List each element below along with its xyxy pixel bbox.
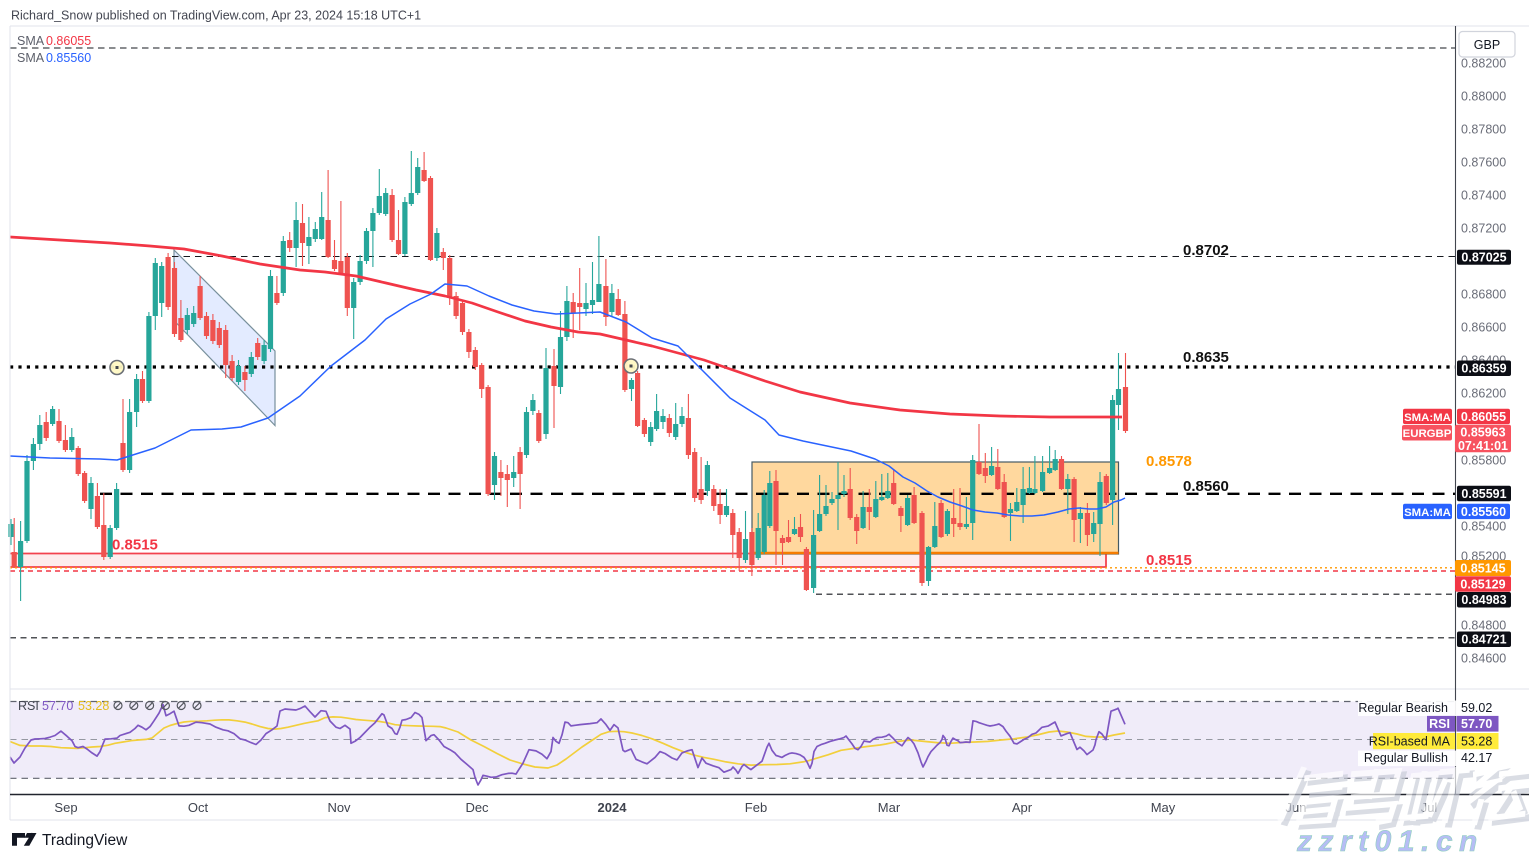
svg-text:0.87600: 0.87600: [1461, 156, 1506, 170]
svg-text:0.88000: 0.88000: [1461, 90, 1506, 104]
svg-text:0.86359: 0.86359: [1461, 362, 1506, 376]
svg-text:GBP: GBP: [1474, 38, 1500, 52]
svg-text:0.85560: 0.85560: [1461, 505, 1506, 519]
svg-text:0.8515: 0.8515: [1146, 552, 1192, 569]
svg-text:TradingView: TradingView: [42, 832, 128, 849]
svg-text:SMA:MA: SMA:MA: [1404, 412, 1451, 424]
svg-text:Regular Bullish: Regular Bullish: [1364, 751, 1448, 765]
svg-text:0.88200: 0.88200: [1461, 57, 1506, 71]
svg-text:2024: 2024: [598, 800, 628, 815]
svg-text:RSI: RSI: [1429, 717, 1450, 731]
svg-text:0.86055: 0.86055: [1461, 410, 1506, 424]
svg-text:Apr: Apr: [1012, 800, 1033, 815]
svg-text:57.70: 57.70: [1461, 717, 1492, 731]
svg-text:59.02: 59.02: [1461, 701, 1492, 715]
svg-text:0.8635: 0.8635: [1183, 349, 1229, 366]
svg-text:0.8578: 0.8578: [1146, 453, 1192, 470]
svg-text:RSI-based MA: RSI-based MA: [1369, 734, 1451, 748]
svg-text:0.86200: 0.86200: [1461, 387, 1506, 401]
svg-text:Sep: Sep: [54, 800, 77, 815]
svg-text:0.86600: 0.86600: [1461, 321, 1506, 335]
svg-text:0.87800: 0.87800: [1461, 123, 1506, 137]
svg-text:53.28: 53.28: [78, 699, 109, 713]
svg-text:0.87025: 0.87025: [1461, 251, 1506, 265]
svg-text:RSI: RSI: [18, 699, 39, 713]
svg-text:0.84983: 0.84983: [1461, 593, 1506, 607]
svg-text:42.17: 42.17: [1461, 751, 1492, 765]
svg-text:Oct: Oct: [188, 800, 209, 815]
svg-text:0.87200: 0.87200: [1461, 222, 1506, 236]
svg-text:0.85963: 0.85963: [1460, 426, 1505, 440]
svg-text:Feb: Feb: [745, 800, 767, 815]
svg-text:SMA: SMA: [17, 34, 45, 48]
svg-text:0.84600: 0.84600: [1461, 652, 1506, 666]
svg-text:Richard_Snow published on Trad: Richard_Snow published on TradingView.co…: [11, 9, 421, 23]
svg-text:57.70: 57.70: [42, 699, 73, 713]
svg-text:Mar: Mar: [878, 800, 901, 815]
svg-text:Regular Bearish: Regular Bearish: [1358, 701, 1448, 715]
svg-text:0.84721: 0.84721: [1461, 633, 1506, 647]
svg-text:SMA: SMA: [17, 51, 45, 65]
svg-text:0.85400: 0.85400: [1461, 520, 1506, 534]
svg-text:May: May: [1151, 800, 1176, 815]
svg-text:0.8560: 0.8560: [1183, 478, 1229, 495]
svg-text:0.86800: 0.86800: [1461, 288, 1506, 302]
svg-text:Dec: Dec: [465, 800, 489, 815]
svg-text:0.86055: 0.86055: [46, 34, 91, 48]
svg-text:zzrt01.cn: zzrt01.cn: [1296, 825, 1484, 857]
svg-text:0.87400: 0.87400: [1461, 189, 1506, 203]
svg-text:0.85800: 0.85800: [1461, 454, 1506, 468]
svg-text:53.28: 53.28: [1461, 734, 1492, 748]
svg-text:0.85145: 0.85145: [1460, 561, 1505, 575]
svg-text:0.85560: 0.85560: [46, 51, 91, 65]
svg-text:0.85591: 0.85591: [1461, 487, 1506, 501]
svg-text:0.84800: 0.84800: [1461, 619, 1506, 633]
svg-text:07:41:01: 07:41:01: [1458, 439, 1508, 453]
svg-text:0.8515: 0.8515: [112, 537, 158, 554]
svg-text:0.8702: 0.8702: [1183, 242, 1229, 259]
svg-text:0.85129: 0.85129: [1460, 577, 1505, 591]
svg-text:EURGBP: EURGBP: [1403, 428, 1452, 440]
svg-text:Nov: Nov: [327, 800, 351, 815]
svg-text:SMA:MA: SMA:MA: [1404, 507, 1451, 519]
